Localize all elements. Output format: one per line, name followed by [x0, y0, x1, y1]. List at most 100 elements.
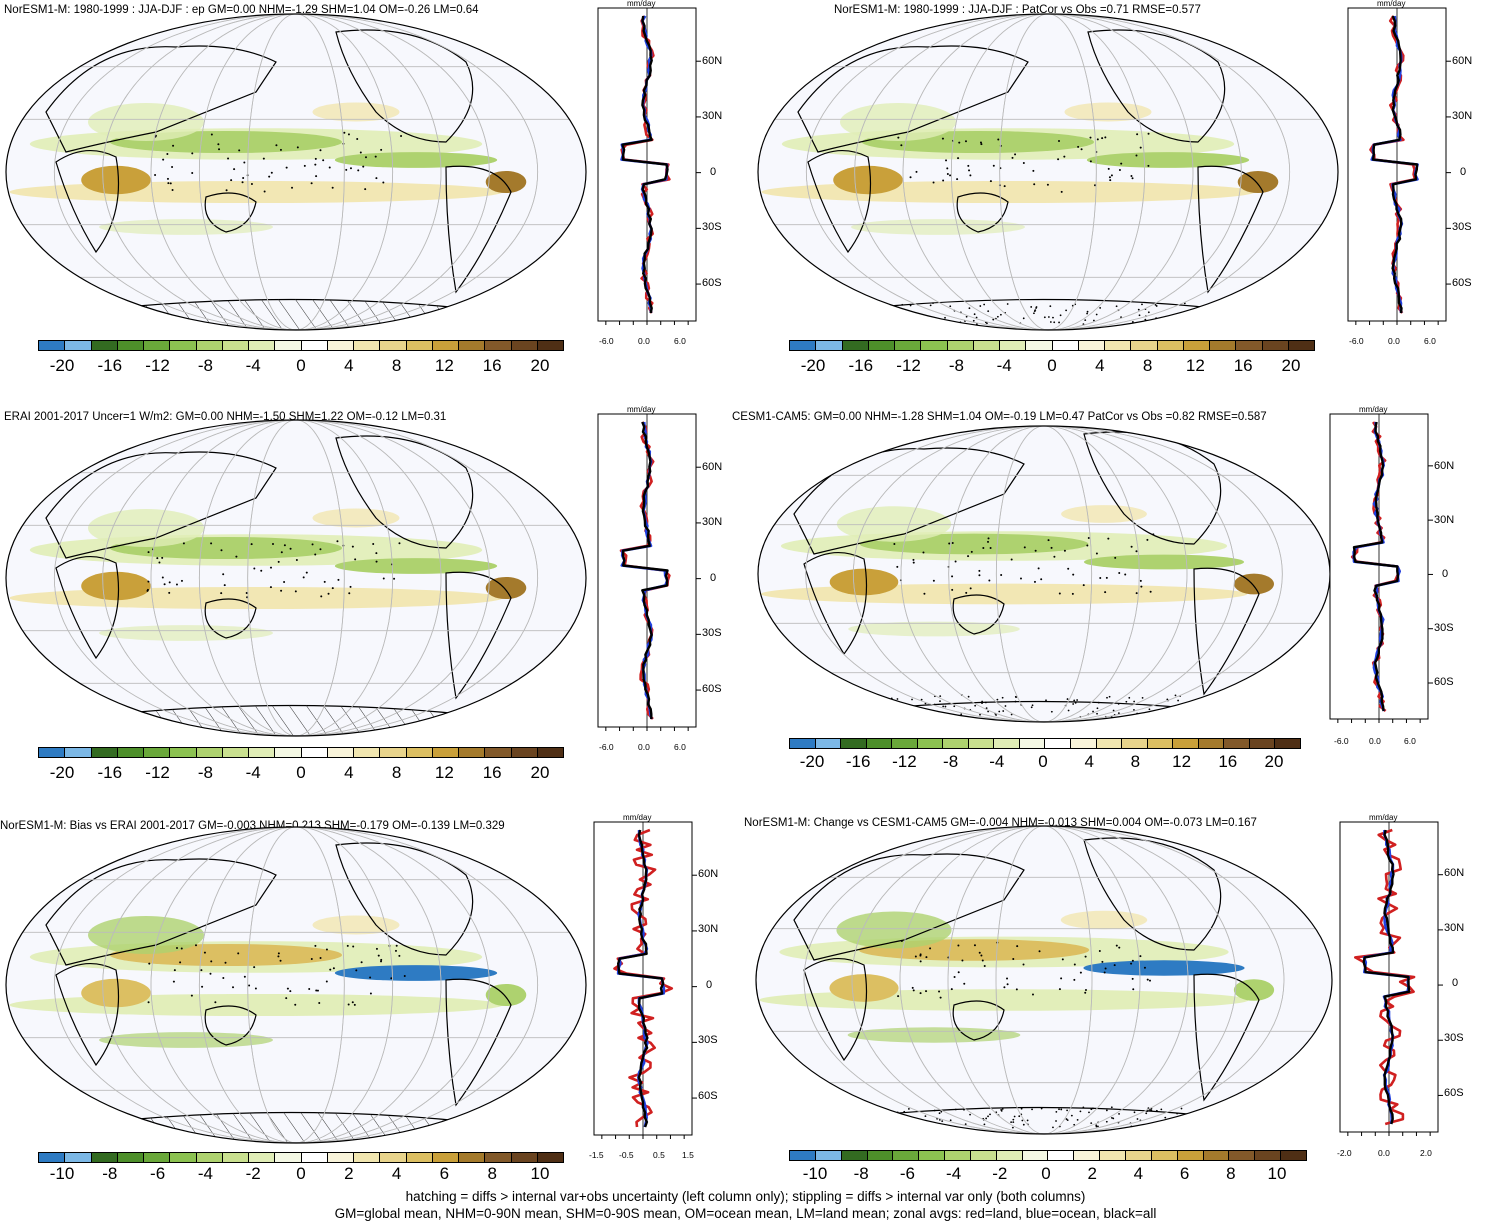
colorbar-swatch [867, 1151, 894, 1160]
panel-title: NorESM1-M: Change vs CESM1-CAM5 GM=-0.00… [744, 817, 1257, 829]
colorbar-swatch [432, 1153, 459, 1162]
colorbar-label: -12 [145, 356, 170, 375]
colorbar-swatch [91, 341, 118, 350]
colorbar-swatch [1052, 341, 1079, 350]
colorbar-swatch [117, 341, 144, 350]
colorbar-swatch [1173, 739, 1199, 748]
colorbar-swatch [1105, 341, 1132, 350]
colorbar-swatch [196, 341, 223, 350]
colorbar-swatch [275, 1153, 302, 1162]
colorbar-swatch [1147, 739, 1174, 748]
colorbar-swatch [537, 341, 563, 350]
colorbar-swatch [1210, 341, 1237, 350]
colorbar-label: -10 [802, 1164, 828, 1183]
colorbar-swatch [117, 1153, 144, 1162]
colorbar-swatch [249, 1153, 276, 1162]
unit-label: mm/day [627, 405, 656, 414]
zonal-profile-3 [597, 413, 701, 731]
colorbar-swatch [1122, 739, 1148, 748]
lat-label: 60N [702, 461, 723, 473]
colorbar-swatch [1255, 1151, 1282, 1160]
lat-label: 30N [698, 923, 719, 935]
footer-legend-note: GM=global mean, NHM=0-90N mean, SHM=0-90… [334, 1206, 1157, 1221]
colorbar-swatch [815, 1151, 842, 1160]
colorbar-swatch [919, 1151, 946, 1160]
panel-title: NorESM1-M: 1980-1999 : JJA-DJF : PatCor … [834, 4, 1201, 16]
colorbar-label: 4 [1095, 356, 1105, 375]
colorbar-swatch [996, 1151, 1023, 1160]
x-tick: 1.5 [682, 1150, 694, 1160]
colorbar-swatch [459, 748, 486, 757]
lat-label: 60N [1444, 867, 1465, 879]
map-3 [5, 419, 587, 737]
colorbar-swatch [1026, 341, 1053, 350]
x-tick: -1.5 [589, 1150, 604, 1160]
colorbar-swatch [790, 739, 816, 748]
colorbar-swatch [1177, 1151, 1204, 1160]
lat-label: 0 [706, 979, 713, 991]
colorbar-label: 16 [1233, 356, 1253, 375]
unit-label: mm/day [1369, 813, 1398, 822]
colorbar-swatch [459, 341, 486, 350]
colorbar-swatch [1203, 1151, 1230, 1160]
colorbar-swatch [1000, 341, 1027, 350]
colorbar-swatch [1045, 739, 1072, 748]
lat-label: 0 [1452, 977, 1459, 989]
colorbar-swatch [485, 1153, 512, 1162]
colorbar-label: -16 [97, 356, 123, 375]
colorbar-swatch [1151, 1151, 1178, 1160]
colorbar-swatch [485, 748, 512, 757]
colorbar-swatch [301, 341, 328, 350]
colorbar-swatch [1157, 341, 1184, 350]
colorbar-swatch [91, 748, 118, 757]
colorbar-label: 0 [296, 1164, 306, 1183]
colorbar-swatch [170, 341, 197, 350]
lat-label: 30S [698, 1034, 718, 1046]
colorbar-label: -8 [943, 752, 959, 771]
colorbar-label: -8 [948, 356, 964, 375]
colorbar-swatch [973, 341, 1000, 350]
colorbar-swatch [406, 341, 433, 350]
colorbar [38, 1152, 564, 1163]
colorbar-swatch [842, 341, 869, 350]
lat-label: 0 [1460, 166, 1467, 178]
colorbar-label: -12 [145, 763, 170, 782]
colorbar-swatch [1275, 739, 1300, 748]
colorbar-label: 6 [439, 1164, 450, 1183]
map-1 [5, 13, 587, 331]
colorbar-label: 0 [1047, 356, 1057, 375]
colorbar-label: -4 [989, 752, 1005, 771]
colorbar-swatch [1048, 1151, 1075, 1160]
unit-label: mm/day [1359, 405, 1388, 414]
colorbar-swatch [968, 739, 995, 748]
colorbar-label: 12 [434, 356, 454, 375]
lat-label: 30N [1434, 514, 1455, 526]
colorbar-swatch [1100, 1151, 1126, 1160]
colorbar-label: 8 [1142, 356, 1153, 375]
lat-label: 60N [702, 55, 723, 67]
colorbar-swatch [275, 341, 302, 350]
colorbar-label: 0 [1041, 1164, 1051, 1183]
colorbar-swatch [1262, 341, 1289, 350]
x-tick: -6.0 [1349, 336, 1364, 346]
colorbar-label: 0 [296, 356, 306, 375]
colorbar-label: 10 [1267, 1164, 1287, 1183]
colorbar-swatch [841, 739, 867, 748]
colorbar-swatch [222, 1153, 249, 1162]
colorbar-label: 4 [391, 1164, 402, 1183]
colorbar-label: -12 [896, 356, 921, 375]
colorbar-swatch [327, 341, 354, 350]
lat-label: 30N [1452, 110, 1473, 122]
colorbar-swatch [432, 341, 459, 350]
colorbar-label: 4 [1084, 752, 1094, 771]
colorbar-swatch [327, 748, 354, 757]
colorbar-label: 10 [530, 1164, 550, 1183]
colorbar-swatch [537, 1153, 563, 1162]
colorbar [38, 340, 564, 351]
colorbar [789, 340, 1315, 351]
lat-label: 60S [702, 277, 722, 289]
lat-label: 60S [702, 683, 722, 695]
colorbar-label: 16 [482, 356, 502, 375]
colorbar-label: 12 [434, 763, 454, 782]
colorbar-swatch [354, 1153, 381, 1162]
